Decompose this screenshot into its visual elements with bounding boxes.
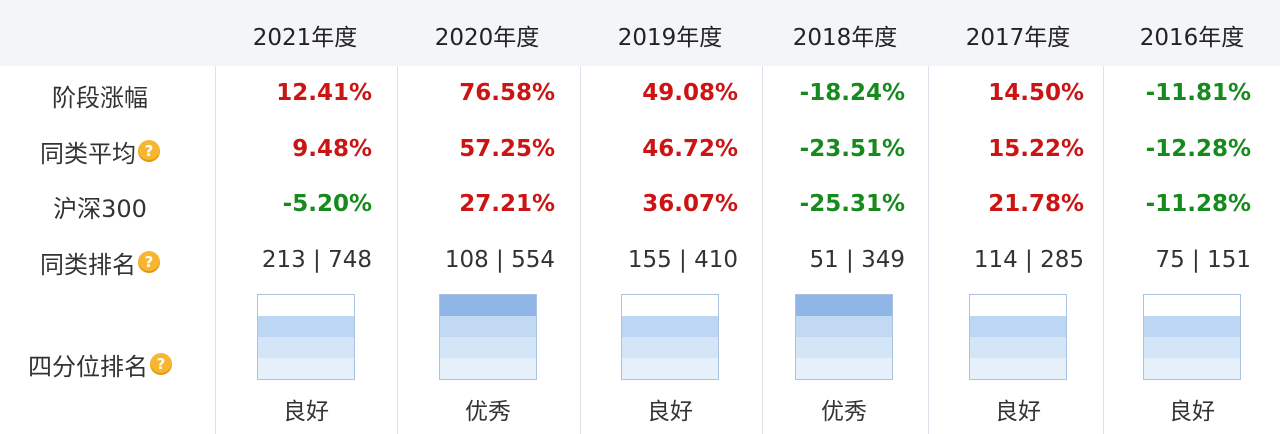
- quartile-bar: [969, 294, 1067, 380]
- col-header-2016: 2016年度: [1139, 25, 1245, 51]
- row-label-peer-average: 同类平均?: [0, 134, 200, 169]
- hs300-value: 27.21%: [459, 191, 555, 217]
- quartile-label: 优秀: [821, 399, 867, 425]
- column-divider: [928, 66, 929, 434]
- quartile-band: [970, 337, 1066, 358]
- col-header-2020: 2020年度: [434, 25, 540, 51]
- quartile-band: [1144, 316, 1240, 337]
- help-icon[interactable]: ?: [150, 353, 172, 375]
- quartile-label: 良好: [995, 399, 1041, 425]
- hs300-value: -11.28%: [1145, 191, 1251, 217]
- peer-average-value: 57.25%: [459, 136, 555, 162]
- quartile-band: [622, 337, 718, 358]
- quartile-band: [796, 358, 892, 379]
- quartile-bar: [439, 294, 537, 380]
- quartile-band: [258, 358, 354, 379]
- quartile-band: [258, 337, 354, 358]
- quartile-label: 优秀: [465, 399, 511, 425]
- peer-rank-value: 51 | 349: [809, 247, 905, 273]
- quartile-band: [970, 358, 1066, 379]
- stage-gain-value: 12.41%: [276, 80, 372, 106]
- col-header-2021: 2021年度: [252, 25, 358, 51]
- quartile-bar: [621, 294, 719, 380]
- quartile-bar: [795, 294, 893, 380]
- row-label-text: 沪深300: [53, 195, 147, 223]
- col-header-2018: 2018年度: [792, 25, 898, 51]
- column-divider: [215, 66, 216, 434]
- quartile-band: [1144, 358, 1240, 379]
- quartile-band: [440, 358, 536, 379]
- row-label-text: 同类排名: [40, 251, 136, 279]
- stage-gain-value: 49.08%: [642, 80, 738, 106]
- peer-average-value: -12.28%: [1145, 136, 1251, 162]
- stage-gain-value: -11.81%: [1145, 80, 1251, 106]
- row-label-quartile-rank: 四分位排名?: [0, 347, 200, 382]
- col-header-2019: 2019年度: [617, 25, 723, 51]
- col-header-2017: 2017年度: [965, 25, 1071, 51]
- column-divider: [762, 66, 763, 434]
- row-label-text: 阶段涨幅: [52, 84, 148, 112]
- quartile-band: [970, 295, 1066, 316]
- quartile-band: [1144, 337, 1240, 358]
- stage-gain-value: -18.24%: [799, 80, 905, 106]
- quartile-band: [970, 316, 1066, 337]
- quartile-band: [622, 316, 718, 337]
- quartile-band: [440, 337, 536, 358]
- row-label-text: 四分位排名: [28, 353, 148, 381]
- help-icon[interactable]: ?: [138, 251, 160, 273]
- column-divider: [580, 66, 581, 434]
- hs300-value: 21.78%: [988, 191, 1084, 217]
- quartile-bar: [1143, 294, 1241, 380]
- quartile-band: [440, 295, 536, 316]
- quartile-band: [258, 295, 354, 316]
- peer-rank-value: 75 | 151: [1155, 247, 1251, 273]
- hs300-value: -5.20%: [282, 191, 372, 217]
- quartile-label: 良好: [1169, 399, 1215, 425]
- quartile-label: 良好: [647, 399, 693, 425]
- hs300-value: -25.31%: [799, 191, 905, 217]
- hs300-value: 36.07%: [642, 191, 738, 217]
- help-icon[interactable]: ?: [138, 140, 160, 162]
- peer-average-value: 9.48%: [292, 136, 372, 162]
- quartile-band: [622, 295, 718, 316]
- peer-average-value: 46.72%: [642, 136, 738, 162]
- column-divider: [1103, 66, 1104, 434]
- year-header: [0, 0, 1280, 66]
- quartile-band: [796, 295, 892, 316]
- row-label-peer-rank: 同类排名?: [0, 245, 200, 280]
- peer-rank-value: 155 | 410: [627, 247, 738, 273]
- quartile-label: 良好: [283, 399, 329, 425]
- quartile-band: [1144, 295, 1240, 316]
- peer-rank-value: 114 | 285: [973, 247, 1084, 273]
- column-divider: [397, 66, 398, 434]
- quartile-band: [258, 316, 354, 337]
- quartile-band: [796, 316, 892, 337]
- row-label-hs300: 沪深300: [0, 189, 200, 224]
- quartile-bar: [257, 294, 355, 380]
- peer-rank-value: 108 | 554: [444, 247, 555, 273]
- stage-gain-value: 76.58%: [459, 80, 555, 106]
- peer-average-value: -23.51%: [799, 136, 905, 162]
- row-label-stage-gain: 阶段涨幅: [0, 78, 200, 113]
- quartile-band: [796, 337, 892, 358]
- peer-rank-value: 213 | 748: [261, 247, 372, 273]
- peer-average-value: 15.22%: [988, 136, 1084, 162]
- stage-gain-value: 14.50%: [988, 80, 1084, 106]
- quartile-band: [622, 358, 718, 379]
- quartile-band: [440, 316, 536, 337]
- row-label-text: 同类平均: [40, 140, 136, 168]
